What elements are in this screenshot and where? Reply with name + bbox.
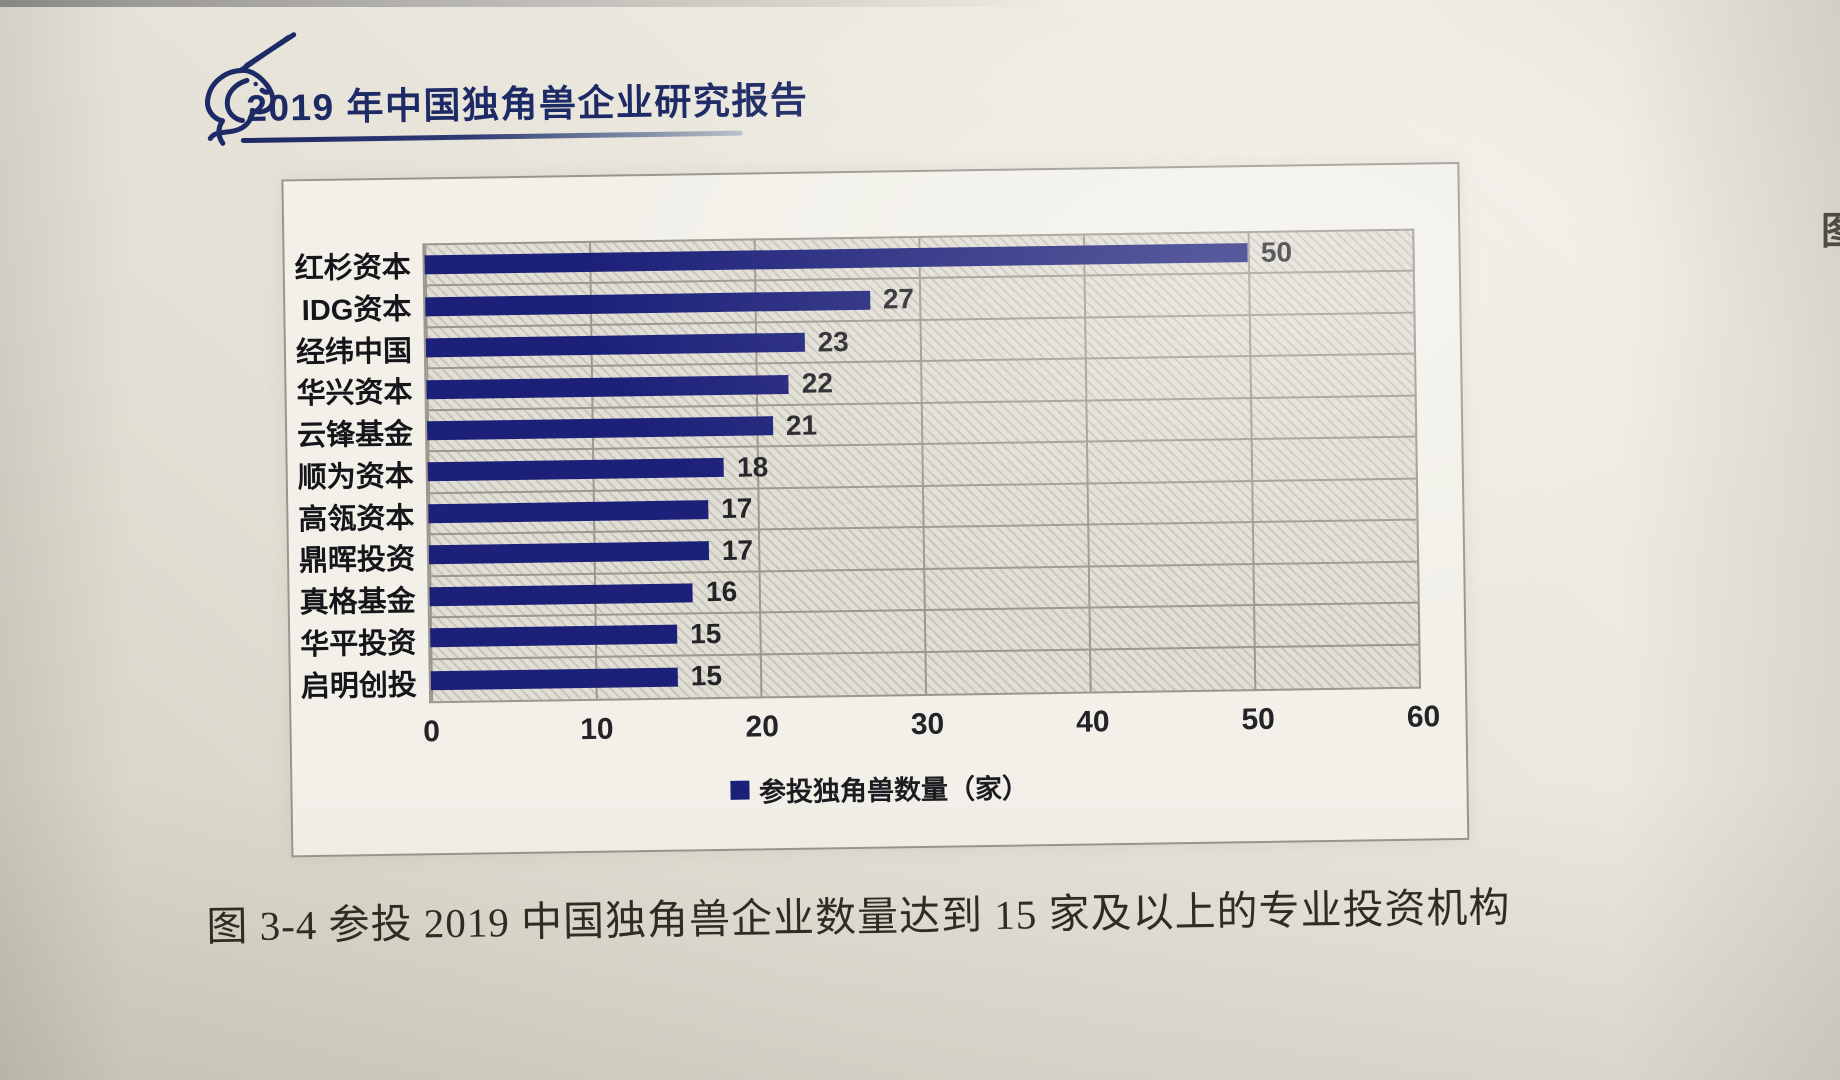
category-label: 云锋基金 — [296, 418, 414, 453]
value-label: 17 — [721, 534, 754, 566]
category-label: 华兴资本 — [296, 376, 413, 411]
category-label: 红杉资本 — [294, 251, 411, 286]
category-label: 真格基金 — [299, 585, 416, 620]
x-tick-label: 40 — [1075, 705, 1110, 739]
category-axis: 红杉资本 IDG资本 经纬中国 华兴资本 云锋基金 顺为资本 高瓴资本 鼎晖投资… — [284, 243, 429, 705]
value-label: 17 — [721, 492, 753, 525]
plot-area: 50 27 23 22 21 18 17 17 16 15 15 — [422, 228, 1422, 704]
value-label: 15 — [690, 660, 723, 692]
photo-top-edge-shadow — [0, 0, 1068, 7]
category-label: 经纬中国 — [295, 335, 413, 369]
x-tick-label: 20 — [745, 710, 780, 744]
legend-swatch — [729, 780, 750, 800]
x-axis: 0 10 20 30 40 50 60 — [423, 700, 1440, 754]
chart-legend: 参投独角兽数量（家） — [292, 760, 1466, 816]
bar — [425, 332, 805, 358]
category-label: IDG资本 — [301, 293, 412, 327]
x-tick-label: 30 — [910, 707, 945, 742]
value-label: 21 — [785, 409, 818, 441]
bar — [425, 290, 870, 316]
x-tick-label: 60 — [1406, 700, 1441, 734]
figure-3-4-bar-chart: 红杉资本 IDG资本 经纬中国 华兴资本 云锋基金 顺为资本 高瓴资本 鼎晖投资… — [281, 161, 1470, 858]
x-tick-label: 10 — [579, 712, 614, 747]
adjacent-page-text-fragment: 图 — [1821, 200, 1840, 255]
value-label: 50 — [1260, 236, 1293, 268]
bar — [428, 500, 709, 524]
report-title: 2019 年中国独角兽企业研究报告 — [246, 79, 809, 129]
bar — [424, 243, 1249, 275]
category-label: 顺为资本 — [297, 460, 415, 495]
chart-body: 红杉资本 IDG资本 经纬中国 华兴资本 云锋基金 顺为资本 高瓴资本 鼎晖投资… — [284, 228, 1465, 705]
category-label: 鼎晖投资 — [298, 543, 416, 578]
bar — [429, 583, 694, 607]
value-label: 16 — [705, 576, 738, 608]
legend-label: 参投独角兽数量（家） — [758, 773, 1030, 808]
bar — [427, 458, 725, 482]
value-label: 22 — [801, 367, 834, 399]
value-label: 15 — [689, 617, 722, 650]
category-label: 高瓴资本 — [298, 502, 415, 536]
x-tick-label: 50 — [1241, 702, 1276, 737]
figure-caption: 图 3-4 参投 2019 中国独角兽企业数量达到 15 家及以上的专业投资机构 — [206, 884, 1511, 950]
category-label: 启明创投 — [300, 669, 418, 704]
category-label: 华平投资 — [300, 627, 417, 662]
bar — [426, 374, 789, 399]
value-label: 18 — [736, 451, 769, 483]
bar — [428, 541, 710, 565]
unicorn-logo-icon — [205, 32, 297, 146]
x-tick-label: 0 — [423, 715, 441, 749]
value-label: 27 — [882, 283, 915, 315]
value-label: 23 — [817, 325, 849, 358]
bar — [430, 667, 678, 691]
bar — [430, 624, 678, 648]
bar — [426, 416, 774, 441]
